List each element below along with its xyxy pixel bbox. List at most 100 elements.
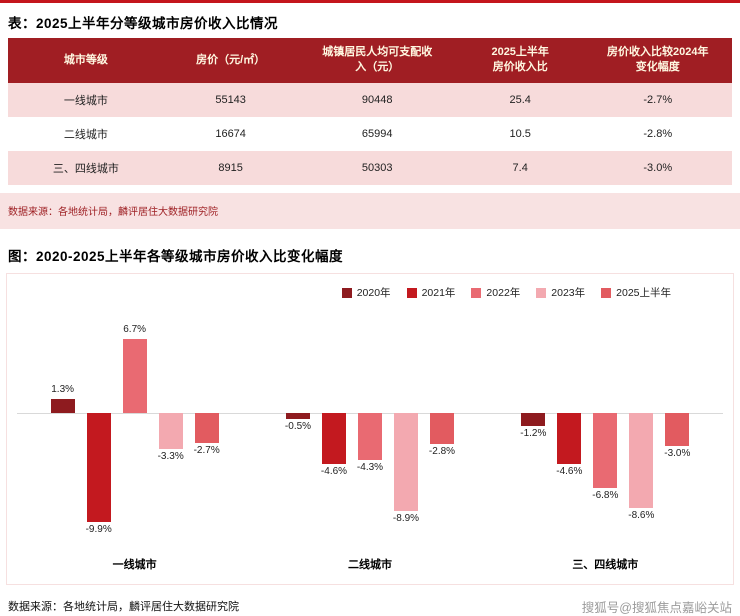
bar-groups: 1.3% -9.9% 6.7% -3.3% -2.7% -0.5% -4.6% -4.3% -8… — [17, 308, 723, 548]
bar-group: 1.3% -9.9% 6.7% -3.3% -2.7% — [50, 308, 220, 548]
table-cell: 65994 — [361, 127, 393, 140]
table-cell: 50303 — [361, 161, 393, 174]
table-header-row: 城市等级 房价（元/㎡） 城镇居民人均可支配收 入（元） 2025上半年 房价收入比房… — [8, 38, 732, 83]
legend-label: 2021年 — [421, 287, 456, 300]
table-cell: 90448 — [361, 93, 393, 106]
chart-plot: 1.3% -9.9% 6.7% -3.3% -2.7% -0.5% -4.6% -4.3% -8… — [17, 308, 723, 548]
bar-value-label: -2.7% — [193, 444, 220, 456]
legend-swatch — [536, 287, 547, 298]
legend-label: 2020年 — [356, 287, 391, 300]
bar-value-label: -4.6% — [556, 465, 583, 477]
bar-cell: -8.6% — [628, 308, 654, 548]
table-header-cell: 2025上半年 房价收入比 — [456, 38, 584, 83]
bar-value-label: -3.0% — [664, 447, 691, 459]
table-cell: 一线城市 — [63, 94, 108, 107]
bar — [429, 412, 454, 444]
bar-value-label: -1.2% — [520, 427, 547, 439]
bar-cell: -4.6% — [556, 308, 582, 548]
bar-cell: 1.3% — [50, 308, 75, 548]
bar — [393, 412, 418, 511]
table-row: 三、四线城市 8915 50303 7.4 -3.0% — [8, 150, 732, 185]
category-axis: 一线城市 二线城市 三、四线城市 — [7, 548, 733, 584]
bar — [357, 412, 382, 460]
category-label: 一线城市 — [112, 558, 157, 571]
table-header-cell: 城镇居民人均可支配收 入（元） — [297, 38, 457, 83]
legend-item: 2020年 — [341, 285, 391, 300]
table-cell: 二线城市 — [63, 128, 108, 141]
bar-value-label: -9.9% — [85, 523, 112, 535]
table-section-title: 表：2025上半年分等级城市房价收入比情况 — [8, 16, 279, 31]
legend-label: 2025上半年 — [616, 287, 671, 300]
bar-cell: -8.9% — [393, 308, 419, 548]
table-body: 一线城市 55143 90448 25.4 -2.7% 二线城市 16674 65994 10.… — [8, 82, 732, 185]
category-label: 三、四线城市 — [572, 558, 639, 571]
bar-cell: -3.3% — [158, 308, 184, 548]
table-row: 二线城市 16674 65994 10.5 -2.8% — [8, 117, 732, 151]
bar-cell: -0.5% — [285, 308, 311, 548]
bar-value-label: 6.7% — [123, 323, 147, 335]
watermark: 搜狐号@搜狐焦点嘉峪关站 — [581, 600, 732, 615]
bar-chart: 2020年 2021年 2022年 2023年 2025上半年 1.3% -9.9% 6.7… — [6, 272, 734, 585]
category-label: 二线城市 — [347, 558, 392, 571]
bar-value-label: -8.6% — [628, 509, 655, 521]
bar — [50, 398, 75, 413]
bar-cell: 6.7% — [122, 308, 147, 548]
legend-label: 2023年 — [551, 287, 586, 300]
bar-group: -1.2% -4.6% -6.8% -8.6% -3.0% — [520, 308, 690, 548]
bar-cell: -2.7% — [194, 308, 220, 548]
bar-value-label: -2.8% — [428, 445, 456, 457]
bar-group: -0.5% -4.6% -4.3% -8.9% -2.8% — [285, 308, 455, 548]
bar — [629, 412, 654, 508]
bar — [557, 412, 582, 464]
legend-swatch — [406, 287, 417, 298]
legend-swatch — [341, 287, 352, 298]
bar-value-label: -4.3% — [356, 461, 384, 473]
bar-value-label: -3.3% — [157, 450, 184, 462]
table-cell: 55143 — [215, 93, 246, 106]
bar — [158, 412, 183, 449]
bar-cell: -4.6% — [321, 308, 347, 548]
table-header-cell: 房价（元/㎡） — [163, 38, 298, 83]
table-cell: 三、四线城市 — [52, 162, 119, 175]
table-row: 一线城市 55143 90448 25.4 -2.7% — [8, 82, 732, 117]
legend-item: 2022年 — [471, 285, 520, 300]
bar — [321, 412, 346, 464]
legend-item: 2021年 — [406, 285, 456, 300]
table-cell: -2.8% — [643, 127, 673, 140]
table-source: 数据来源：各地统计局，麟评居住大数据研究院 — [8, 206, 218, 218]
bar — [86, 412, 111, 522]
bar — [665, 412, 690, 446]
table-cell: -3.0% — [643, 161, 673, 174]
legend-swatch — [601, 287, 612, 298]
bar — [521, 412, 546, 426]
table-cell: 25.4 — [509, 93, 531, 106]
bar-cell: -3.0% — [664, 308, 690, 548]
bar-value-label: -8.9% — [392, 512, 420, 524]
table-cell: 10.5 — [509, 127, 531, 140]
legend-item: 2025上半年 — [601, 285, 671, 300]
chart-source: 数据来源：各地统计局，麟评居住大数据研究院 — [8, 601, 239, 614]
table-cell: 8915 — [218, 161, 243, 174]
bar — [593, 412, 618, 488]
price-income-table: 城市等级 房价（元/㎡） 城镇居民人均可支配收 入（元） 2025上半年 房价收入比房… — [8, 38, 732, 185]
bar — [122, 338, 147, 413]
table-header-cell: 房价收入比较2024年 变化幅度 — [583, 38, 732, 83]
bar-cell: -9.9% — [86, 308, 112, 548]
table-cell: -2.7% — [643, 93, 673, 106]
table-header: 城市等级 房价（元/㎡） 城镇居民人均可支配收 入（元） 2025上半年 房价收入比房… — [8, 38, 732, 83]
table-cell: 7.4 — [512, 161, 528, 174]
bar-cell: -2.8% — [429, 308, 455, 548]
legend-item: 2023年 — [536, 285, 585, 300]
bar-value-label: -6.8% — [592, 489, 619, 501]
bar-value-label: 1.3% — [51, 383, 75, 395]
table-source-band: 数据来源：各地统计局，麟评居住大数据研究院 — [0, 192, 740, 229]
chart-legend: 2020年 2021年 2022年 2023年 2025上半年 — [7, 284, 733, 302]
table-cell: 16674 — [215, 127, 246, 140]
bar-value-label: -4.6% — [320, 465, 348, 477]
footer-row: 数据来源：各地统计局，麟评居住大数据研究院 搜狐号@搜狐焦点嘉峪关站 — [8, 597, 732, 616]
legend-label: 2022年 — [486, 287, 521, 300]
bar-cell: -4.3% — [357, 308, 383, 548]
bar — [285, 412, 310, 419]
chart-section-title: 图：2020-2025上半年各等级城市房价收入比变化幅度 — [8, 248, 344, 264]
